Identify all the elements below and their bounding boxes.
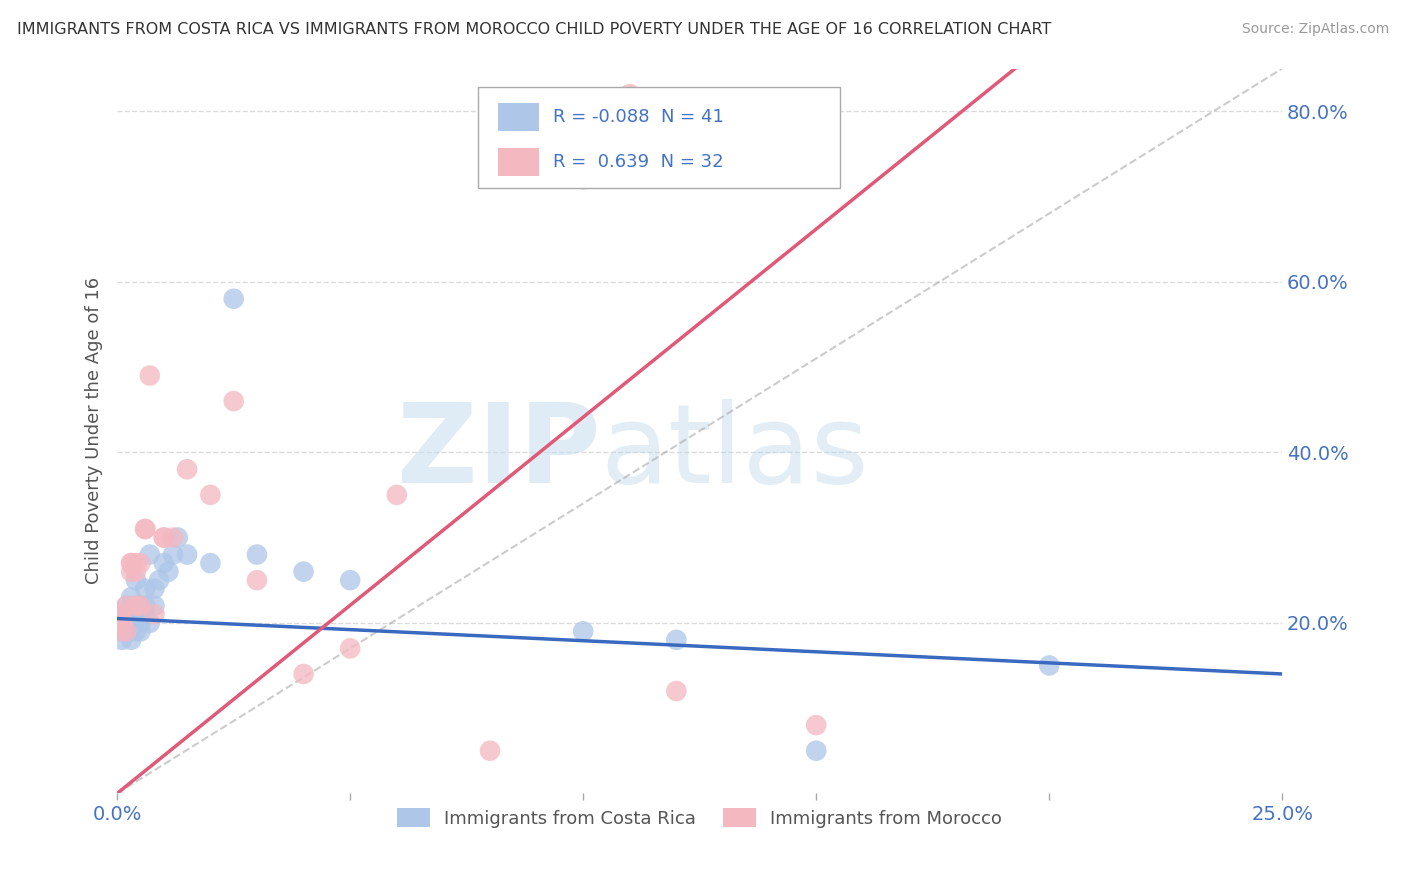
Point (166, 531, 188, 545)
Point (162, 548, 184, 562)
Text: IMMIGRANTS FROM COSTA RICA VS IMMIGRANTS FROM MOROCCO CHILD POVERTY UNDER THE AG: IMMIGRANTS FROM COSTA RICA VS IMMIGRANTS… (17, 22, 1052, 37)
Point (125, 556, 148, 570)
Point (111, 624, 134, 639)
Point (129, 599, 152, 613)
Point (176, 548, 198, 562)
Point (111, 624, 134, 639)
Point (806, 718, 828, 732)
Point (806, 744, 828, 758)
Point (385, 488, 408, 502)
Point (125, 599, 148, 613)
Text: R =  0.639  N = 32: R = 0.639 N = 32 (553, 153, 724, 171)
Point (120, 632, 142, 647)
Point (200, 488, 222, 502)
Point (134, 607, 156, 622)
Point (152, 531, 174, 545)
Point (115, 624, 138, 639)
FancyBboxPatch shape (478, 87, 839, 188)
Point (152, 531, 174, 545)
Bar (498, 103, 538, 131)
Point (222, 292, 245, 306)
Point (143, 599, 166, 613)
Point (572, 624, 595, 639)
Point (120, 615, 142, 630)
Legend: Immigrants from Costa Rica, Immigrants from Morocco: Immigrants from Costa Rica, Immigrants f… (389, 801, 1010, 835)
Point (139, 615, 162, 630)
Point (125, 573, 148, 587)
Text: atlas: atlas (600, 400, 869, 506)
Point (129, 607, 152, 622)
Point (1038, 658, 1060, 673)
Point (339, 641, 361, 656)
Point (139, 548, 162, 562)
Point (162, 531, 184, 545)
Text: R = -0.088  N = 41: R = -0.088 N = 41 (553, 108, 724, 126)
Point (665, 632, 688, 647)
Point (292, 565, 315, 579)
Point (115, 607, 138, 622)
Point (148, 573, 170, 587)
Point (120, 607, 142, 622)
Point (134, 522, 156, 536)
Point (115, 624, 138, 639)
Point (125, 565, 148, 579)
Point (115, 599, 138, 613)
Point (339, 573, 361, 587)
Text: ZIP: ZIP (398, 400, 600, 506)
Point (111, 615, 134, 630)
Point (246, 573, 269, 587)
Point (111, 615, 134, 630)
Y-axis label: Child Poverty Under the Age of 16: Child Poverty Under the Age of 16 (86, 277, 103, 584)
Point (200, 556, 222, 570)
Bar (498, 148, 538, 176)
Point (120, 556, 142, 570)
Point (120, 565, 142, 579)
Point (111, 632, 134, 647)
Point (129, 556, 152, 570)
Point (115, 599, 138, 613)
Point (125, 599, 148, 613)
Point (619, 87, 641, 101)
Point (152, 556, 174, 570)
Point (115, 615, 138, 630)
Point (134, 522, 156, 536)
Point (572, 172, 595, 186)
Point (129, 624, 152, 639)
Point (125, 607, 148, 622)
Point (176, 462, 198, 476)
Point (120, 591, 142, 605)
Point (120, 556, 142, 570)
Point (292, 667, 315, 681)
Point (157, 565, 180, 579)
Point (134, 582, 156, 596)
Point (143, 582, 166, 596)
Point (143, 607, 166, 622)
Point (139, 368, 162, 383)
Point (111, 607, 134, 622)
Text: Source: ZipAtlas.com: Source: ZipAtlas.com (1241, 22, 1389, 37)
Point (479, 744, 502, 758)
Point (665, 684, 688, 698)
Point (134, 599, 156, 613)
Point (246, 548, 269, 562)
Point (129, 615, 152, 630)
Point (125, 624, 148, 639)
Point (129, 599, 152, 613)
Point (222, 394, 245, 409)
